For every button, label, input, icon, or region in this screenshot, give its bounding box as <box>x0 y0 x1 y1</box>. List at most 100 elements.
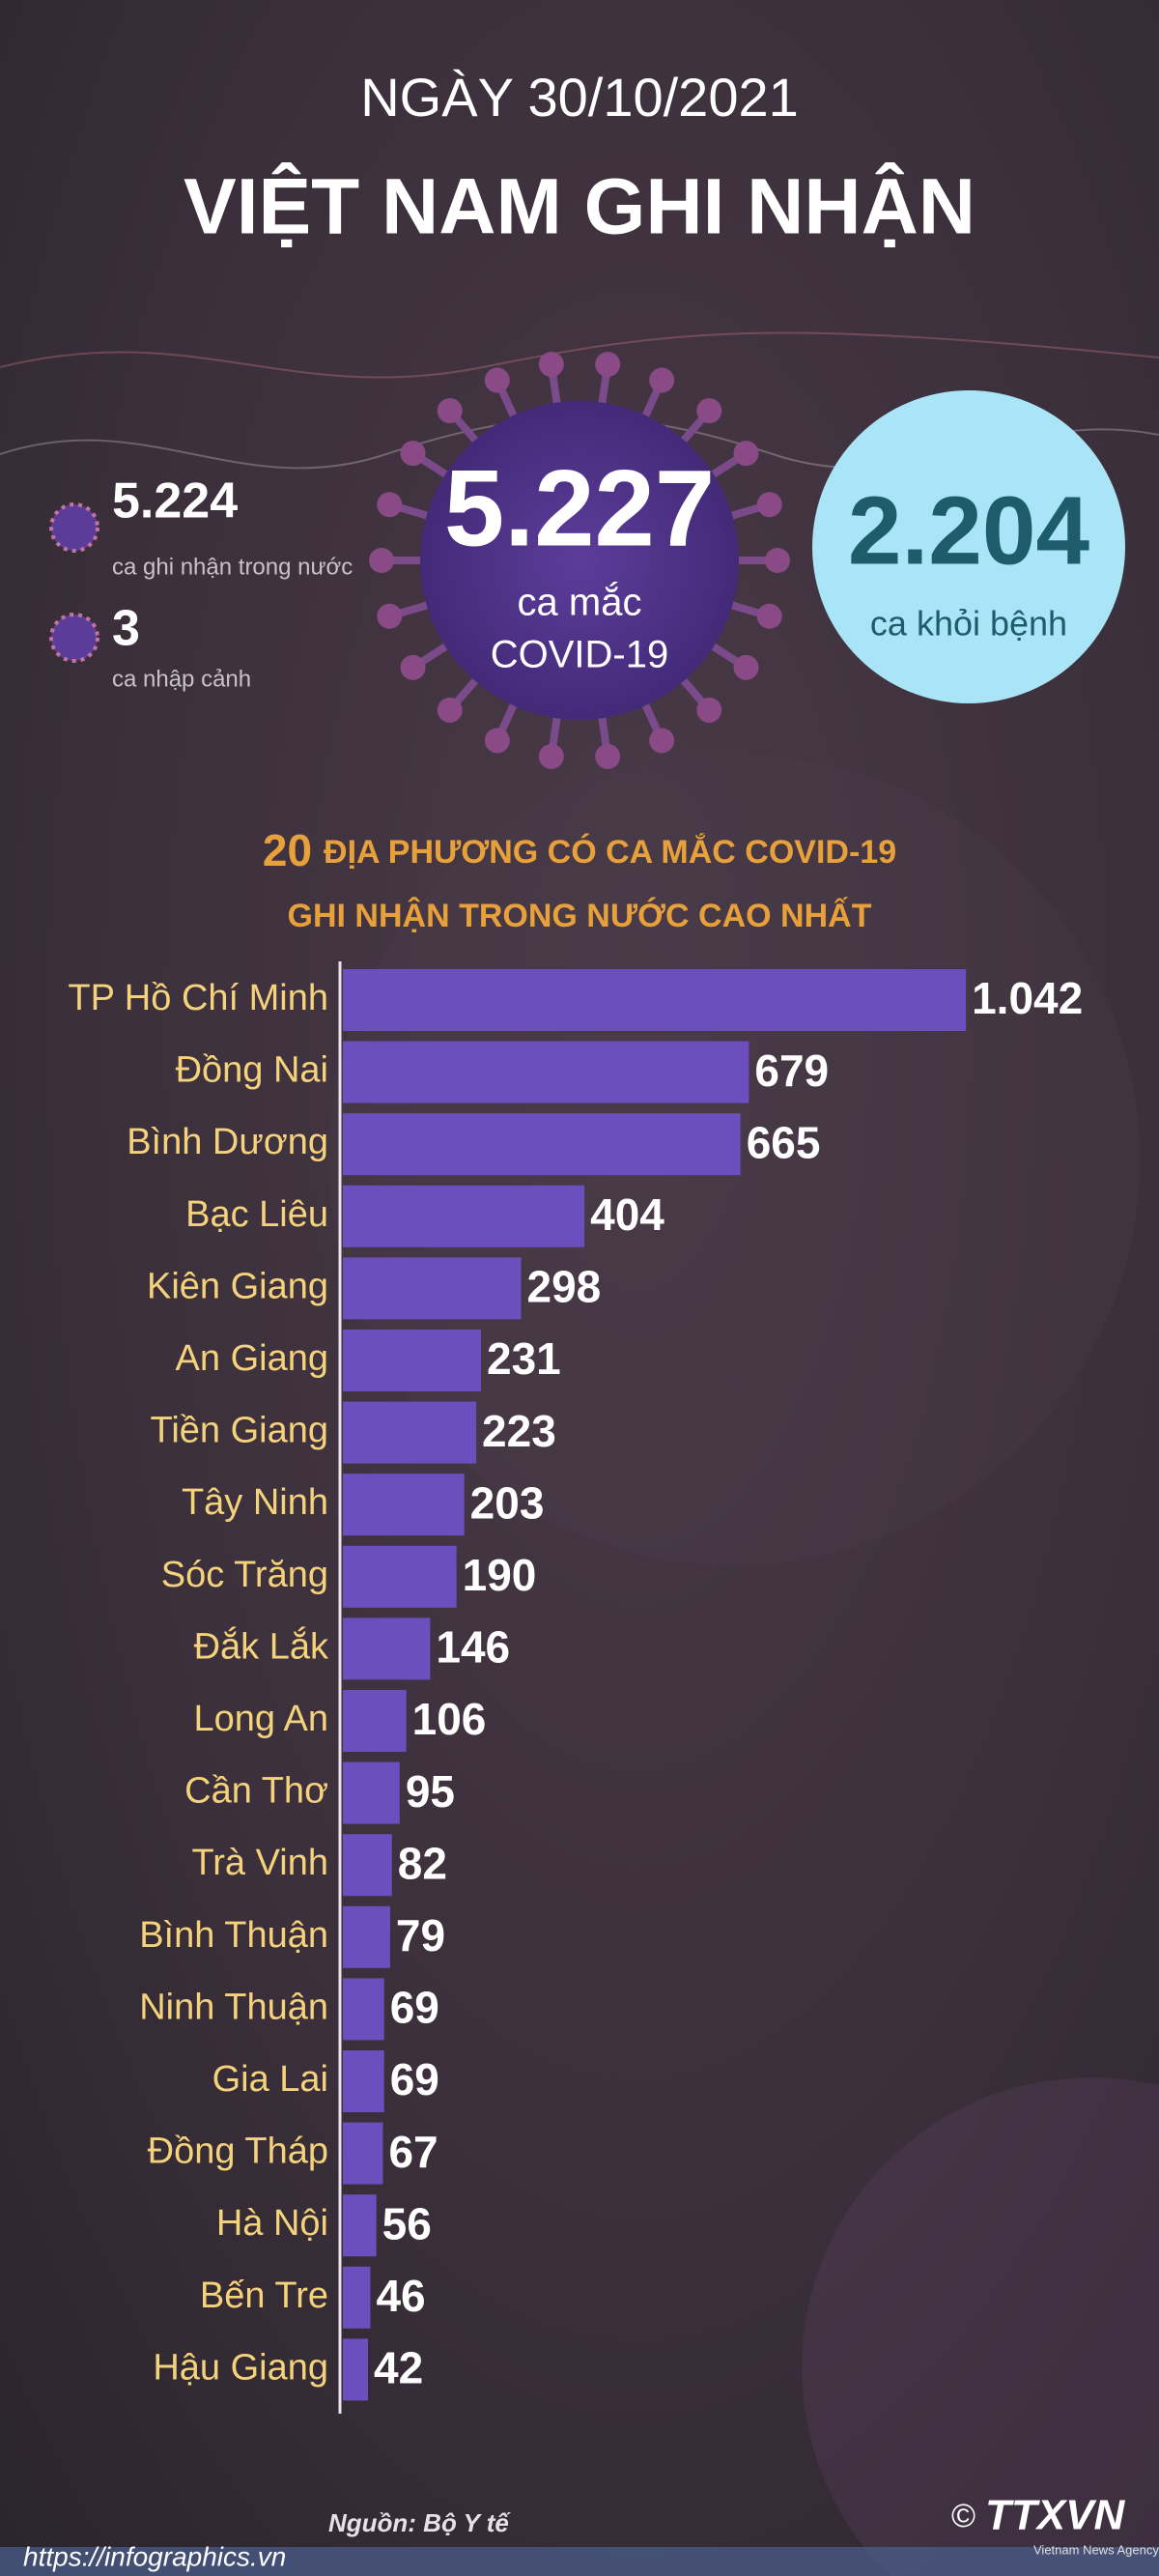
value-label: 82 <box>398 1838 447 1888</box>
bar <box>343 1834 392 1897</box>
bar <box>343 1761 400 1824</box>
virus-illustration <box>369 352 790 769</box>
bar <box>343 1113 741 1176</box>
category-label: Đắk Lắk <box>194 1625 329 1667</box>
logo: TTXVN <box>985 2492 1125 2539</box>
bar <box>343 2194 377 2257</box>
value-label: 203 <box>470 1477 545 1528</box>
url: https://infographics.vn <box>23 2541 286 2571</box>
total-label: COVID-19 <box>491 634 669 676</box>
bg-shape <box>802 2077 1159 2576</box>
chart-title-number: 20 <box>263 825 312 875</box>
value-label: 190 <box>463 1550 537 1600</box>
category-label: An Giang <box>176 1338 328 1379</box>
bar <box>343 1257 522 1320</box>
bar <box>343 1185 585 1247</box>
total-number: 5.227 <box>444 448 715 569</box>
virus-spike-tip <box>696 398 722 424</box>
decor-wave <box>0 331 1159 379</box>
footer-strip <box>0 2547 1159 2576</box>
bar <box>343 2050 384 2112</box>
category-label: Bạc Liêu <box>185 1194 328 1235</box>
bar <box>343 1978 384 2041</box>
value-label: 231 <box>487 1333 561 1384</box>
virus-spike-tip <box>733 441 759 467</box>
chart-subtitle: GHI NHẬN TRONG NƯỚC CAO NHẤT <box>288 898 872 934</box>
bar <box>343 2266 371 2329</box>
recovered-label: ca khỏi bệnh <box>870 604 1067 644</box>
virus-spike-tip <box>649 728 675 754</box>
virus-spike-tip <box>595 743 621 769</box>
virus-spike-tip <box>437 697 463 723</box>
value-label: 69 <box>390 1983 439 2033</box>
bar <box>343 1041 749 1103</box>
category-label: Hậu Giang <box>153 2347 328 2388</box>
virus-spike-tip <box>765 548 790 573</box>
virus-spike-tip <box>484 728 510 754</box>
value-label: 46 <box>376 2271 425 2321</box>
category-label: Bến Tre <box>200 2275 328 2316</box>
bar <box>343 2122 383 2185</box>
virus-icon <box>49 502 99 553</box>
value-label: 67 <box>388 2127 438 2177</box>
virus-icon <box>49 613 99 663</box>
domestic-label: ca ghi nhận trong nước <box>112 554 353 580</box>
recovered-number: 2.204 <box>848 476 1090 585</box>
bar <box>343 1474 465 1536</box>
value-label: 146 <box>436 1622 510 1673</box>
virus-spike-tip <box>400 654 426 680</box>
category-label: Bình Thuận <box>139 1915 328 1956</box>
category-label: Đồng Nai <box>176 1050 328 1091</box>
imported-number: 3 <box>112 601 140 657</box>
category-label: Tây Ninh <box>182 1482 328 1523</box>
category-label: Sóc Trăng <box>161 1555 328 1595</box>
bar <box>343 2338 369 2401</box>
category-label: Trà Vinh <box>191 1843 328 1883</box>
category-label: Hà Nội <box>216 2203 328 2244</box>
bar <box>343 969 967 1031</box>
virus-spike-tip <box>400 441 426 467</box>
total-label: ca mắc <box>518 581 642 624</box>
virus-spike-tip <box>484 367 510 393</box>
virus-spike-tip <box>696 697 722 723</box>
category-label: Bình Dương <box>127 1122 328 1162</box>
bar-chart: TP Hồ Chí Minh 1.042 Đồng Nai 679 Bình Dương… <box>68 969 1083 2401</box>
virus-spike-tip <box>437 398 463 424</box>
value-label: 1.042 <box>972 973 1083 1023</box>
virus-spike-tip <box>756 603 782 629</box>
value-label: 679 <box>754 1045 829 1096</box>
value-label: 665 <box>747 1117 821 1167</box>
value-label: 56 <box>382 2198 432 2248</box>
agency: Vietnam News Agency <box>1033 2542 1159 2557</box>
source: Nguồn: Bộ Y tế <box>328 2508 511 2537</box>
value-label: 223 <box>482 1406 556 1456</box>
category-label: Ninh Thuận <box>139 1987 328 2027</box>
category-label: Kiên Giang <box>147 1266 328 1306</box>
headline: VIỆT NAM GHI NHẬN <box>184 163 975 251</box>
value-label: 42 <box>374 2343 423 2393</box>
copyright: © <box>951 2498 975 2534</box>
recovered-circle <box>812 390 1125 703</box>
bar <box>343 1905 390 1968</box>
date: NGÀY 30/10/2021 <box>360 67 799 128</box>
virus-spike-tip <box>377 492 403 518</box>
chart-title-text: ĐỊA PHƯƠNG CÓ CA MẮC COVID-19 <box>324 834 896 871</box>
virus-spike-tip <box>733 654 759 680</box>
virus-spike-tip <box>538 743 564 769</box>
imported-label: ca nhập cảnh <box>112 666 251 692</box>
category-label: Tiền Giang <box>151 1411 328 1451</box>
bar <box>343 1690 407 1752</box>
chart-title: 20 ĐỊA PHƯƠNG CÓ CA MẮC COVID-19 <box>263 825 896 875</box>
value-label: 69 <box>390 2054 439 2104</box>
virus-spike-tip <box>595 352 621 378</box>
category-label: Cần Thơ <box>184 1771 328 1812</box>
bar <box>343 1330 482 1391</box>
category-label: Long An <box>194 1699 328 1739</box>
value-label: 298 <box>526 1262 601 1312</box>
virus-spike-tip <box>649 367 675 393</box>
category-label: Đồng Tháp <box>148 2132 328 2172</box>
value-label: 106 <box>412 1694 487 1744</box>
value-label: 95 <box>406 1766 455 1817</box>
domestic-number: 5.224 <box>112 473 238 530</box>
